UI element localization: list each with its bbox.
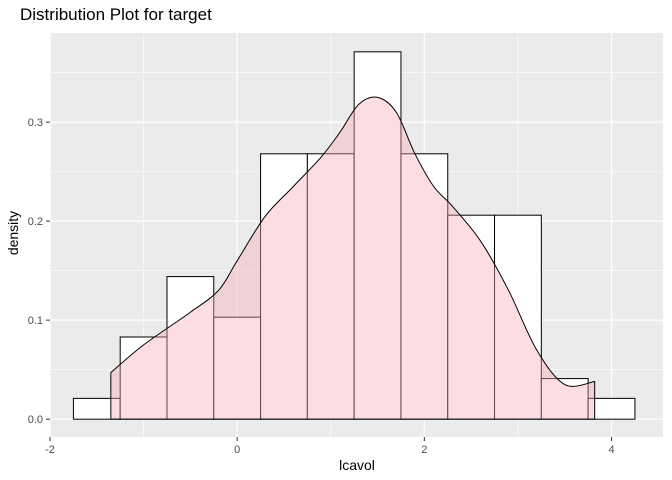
y-tick-label: 0.3: [28, 117, 43, 129]
y-axis-label: density: [5, 211, 21, 255]
x-axis: -2 0 2 4: [45, 437, 615, 456]
y-axis: 0.0 0.1 0.2 0.3: [28, 117, 50, 426]
histogram-bar-10: [494, 214, 542, 420]
histogram-bar-9: [447, 214, 496, 420]
density-curve: [110, 96, 596, 420]
x-tick-label: -2: [45, 444, 55, 456]
histogram-bar-6: [306, 153, 355, 420]
histogram-bar-12: [587, 397, 636, 420]
x-axis-label: lcavol: [339, 457, 375, 473]
y-tick-label: 0.1: [28, 315, 43, 327]
x-tick-label: 2: [421, 444, 427, 456]
histogram-bar-5: [260, 153, 308, 420]
y-tick-label: 0.0: [28, 414, 43, 426]
histogram-bars: [72, 51, 636, 420]
x-tick-label: 0: [234, 444, 240, 456]
x-tick-label: 4: [608, 444, 614, 456]
y-tick-label: 0.2: [28, 216, 43, 228]
histogram-bar-4: [213, 316, 262, 420]
chart-title: Distribution Plot for target: [20, 5, 212, 24]
